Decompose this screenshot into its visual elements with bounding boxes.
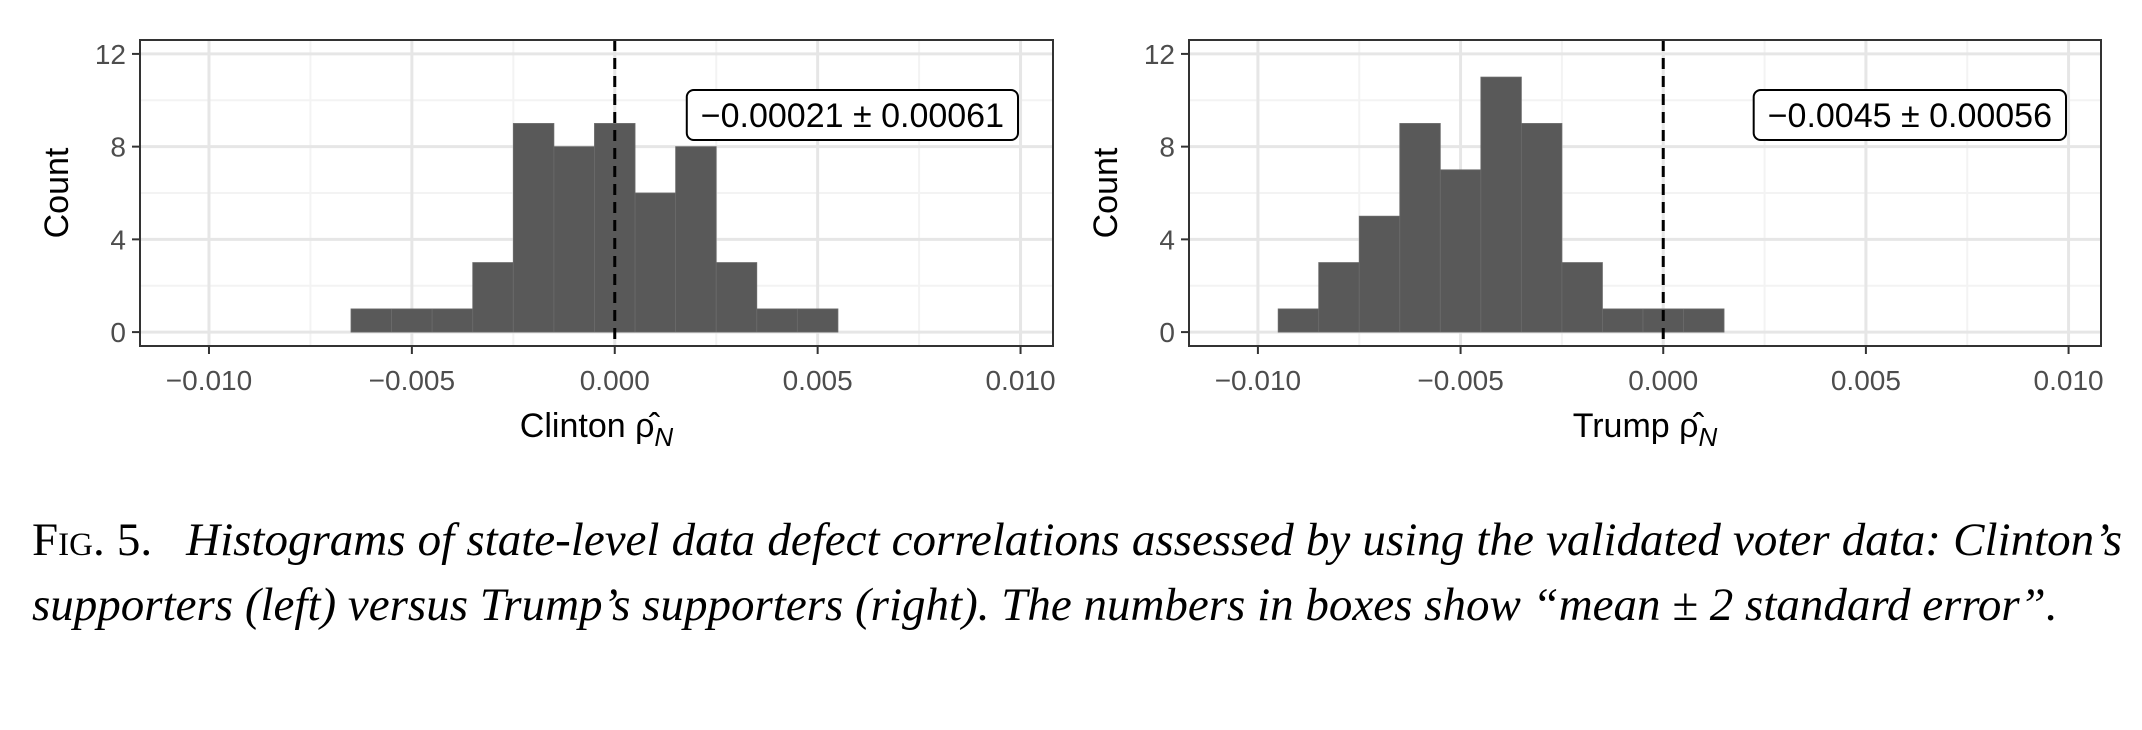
x-axis-title: Trump ρ̂N [1573, 407, 1718, 452]
annotation-box [1752, 89, 2067, 141]
histogram-bar [756, 308, 798, 333]
histogram-bar [350, 308, 392, 333]
histogram-bar [675, 146, 717, 333]
figure-caption: Fig. 5. Histograms of state-level data de… [32, 508, 2122, 638]
histogram-bar [1683, 308, 1725, 333]
x-axis-title-subscript: N [1698, 422, 1717, 452]
histogram-bar [634, 192, 677, 333]
histogram-bar [553, 146, 595, 333]
y-tick-label: 12 [1144, 39, 1175, 70]
histogram-bar [1318, 262, 1360, 333]
caption-text: Histograms of state-level data defect co… [32, 514, 2123, 631]
y-tick-label: 12 [95, 39, 126, 70]
x-tick-label: −0.010 [1215, 365, 1301, 396]
histogram-bar [472, 262, 514, 333]
histogram-bar [1561, 262, 1603, 333]
x-tick-label: 0.005 [783, 365, 853, 396]
histogram-bar [1439, 169, 1482, 333]
histogram-bar [715, 262, 758, 333]
x-axis-title-name: Clinton [520, 407, 635, 445]
y-axis-title: Count [38, 147, 76, 238]
y-tick-label: 8 [1159, 132, 1175, 163]
y-tick-label: 0 [110, 317, 126, 348]
annotation-label: −0.00021 ± 0.00061 [701, 97, 1004, 135]
x-axis-title-name: Trump [1573, 407, 1679, 445]
x-tick-label: 0.005 [1831, 365, 1901, 396]
histogram-bar [431, 308, 474, 333]
x-tick-label: 0.010 [985, 365, 1055, 396]
x-tick-label: −0.005 [369, 365, 455, 396]
histogram-bar [1520, 123, 1563, 333]
annotation-label: −0.0045 ± 0.00056 [1768, 97, 2052, 135]
histogram-bar [1277, 308, 1320, 333]
figure-label: Fig. 5. [32, 514, 153, 566]
histogram-bar [1358, 215, 1401, 333]
histogram-panel-2: −0.010 −0.005 0.000 0.005 0.010 0 4 8 12 Count Tru… [1087, 39, 2104, 452]
histogram-bar [1602, 308, 1644, 333]
x-tick-label: −0.010 [166, 365, 252, 396]
x-tick-label: −0.005 [1417, 365, 1503, 396]
histogram-bar [512, 123, 555, 333]
x-tick-label: 0.000 [1628, 365, 1698, 396]
histogram-bar [391, 308, 433, 333]
y-tick-label: 8 [110, 132, 126, 163]
x-tick-label: 0.010 [2034, 365, 2104, 396]
panel-border [1188, 39, 2102, 347]
x-tick-label: 0.000 [580, 365, 650, 396]
histogram-bar [796, 308, 839, 333]
panel-border [139, 39, 1054, 347]
histogram-bar [1399, 123, 1441, 333]
histogram-panel-1: −0.010 −0.005 0.000 0.005 0.010 0 4 8 12 Count Cli… [38, 39, 1056, 452]
y-tick-label: 4 [110, 224, 126, 255]
y-tick-label: 0 [1159, 317, 1175, 348]
x-axis-title-subscript: N [654, 422, 673, 452]
histogram-figure: −0.010 −0.005 0.000 0.005 0.010 0 4 8 12 Count Cli… [38, 39, 2104, 452]
y-axis-title: Count [1087, 147, 1125, 238]
y-tick-label: 4 [1159, 224, 1175, 255]
histogram-bar [1480, 76, 1522, 333]
x-axis-title: Clinton ρ̂N [520, 407, 674, 452]
annotation-box [685, 89, 1019, 141]
